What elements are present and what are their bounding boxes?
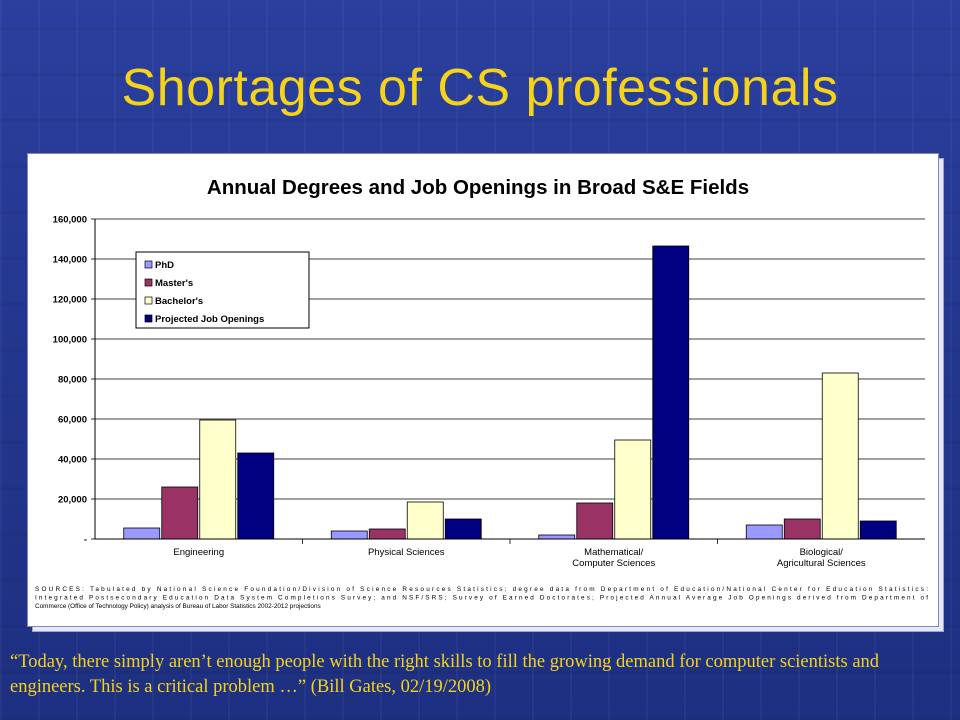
y-tick-label: - (84, 535, 87, 546)
legend-label: Bachelor's (155, 296, 203, 307)
y-tick-label: 100,000 (53, 335, 87, 346)
chart-frame: Annual Degrees and Job Openings in Broad… (27, 153, 939, 627)
legend-label: Projected Job Openings (155, 314, 264, 325)
bar-projected-job-openings (859, 520, 897, 540)
bar-projected-job-openings (652, 245, 690, 540)
y-tick-label: 40,000 (58, 455, 87, 466)
bar-master-s (161, 486, 199, 540)
bar-master-s (576, 502, 614, 540)
x-tick-label: Computer Sciences (572, 558, 655, 569)
y-tick-label: 20,000 (58, 495, 87, 506)
bar-phd (123, 527, 161, 540)
source-line: SOURCES: Tabulated by National Science F… (35, 586, 928, 593)
x-axis: Engineering Physical Sciences Mathematical… (95, 538, 925, 569)
x-tick-label: Mathematical/ (584, 547, 643, 558)
bill-gates-quote: “Today, there simply aren’t enough peopl… (10, 652, 880, 697)
y-axis: - 20,000 40,000 60,000 80,000 100,000 120,000 1… (53, 215, 96, 546)
y-tick-label: 140,000 (53, 255, 87, 266)
bar-projected-job-openings (237, 452, 275, 540)
source-line: Integrated Postsecondary Education Data … (35, 595, 928, 602)
bar-bachelor-s (406, 501, 444, 540)
slide-title: Shortages of CS professionals (121, 59, 839, 117)
legend-swatch (144, 278, 153, 287)
legend-label: PhD (155, 260, 174, 271)
chart-bars (123, 245, 897, 540)
bar-phd (745, 524, 783, 540)
legend-label: Master's (155, 278, 193, 289)
y-tick-label: 160,000 (53, 215, 87, 226)
chart-legend: PhD Master's Bachelor's Projected Job Openi… (135, 251, 310, 329)
bar-bachelor-s (821, 372, 859, 540)
legend-box (135, 251, 310, 329)
bar-projected-job-openings (444, 518, 482, 540)
y-tick-label: 60,000 (58, 415, 87, 426)
bar-phd (538, 534, 576, 540)
bar-chart: Annual Degrees and Job Openings in Broad… (35, 176, 928, 610)
bar-phd (330, 530, 368, 540)
legend-swatch (144, 296, 153, 305)
legend-swatch (144, 260, 153, 269)
x-tick-label: Physical Sciences (368, 547, 445, 558)
y-tick-label: 80,000 (58, 375, 87, 386)
bar-bachelor-s (199, 419, 237, 540)
x-tick-label: Biological/ (800, 547, 844, 558)
bar-master-s (368, 528, 406, 540)
bar-master-s (783, 518, 821, 540)
x-tick-label: Agricultural Sciences (777, 558, 866, 569)
chart-source-note: SOURCES: Tabulated by National Science F… (35, 586, 928, 610)
x-tick-label: Engineering (173, 547, 224, 558)
y-tick-label: 120,000 (53, 295, 87, 306)
source-line: Commerce (Office of Technology Policy) a… (35, 603, 321, 610)
bar-bachelor-s (614, 439, 652, 540)
legend-swatch (144, 314, 153, 323)
chart-title: Annual Degrees and Job Openings in Broad… (207, 176, 749, 199)
